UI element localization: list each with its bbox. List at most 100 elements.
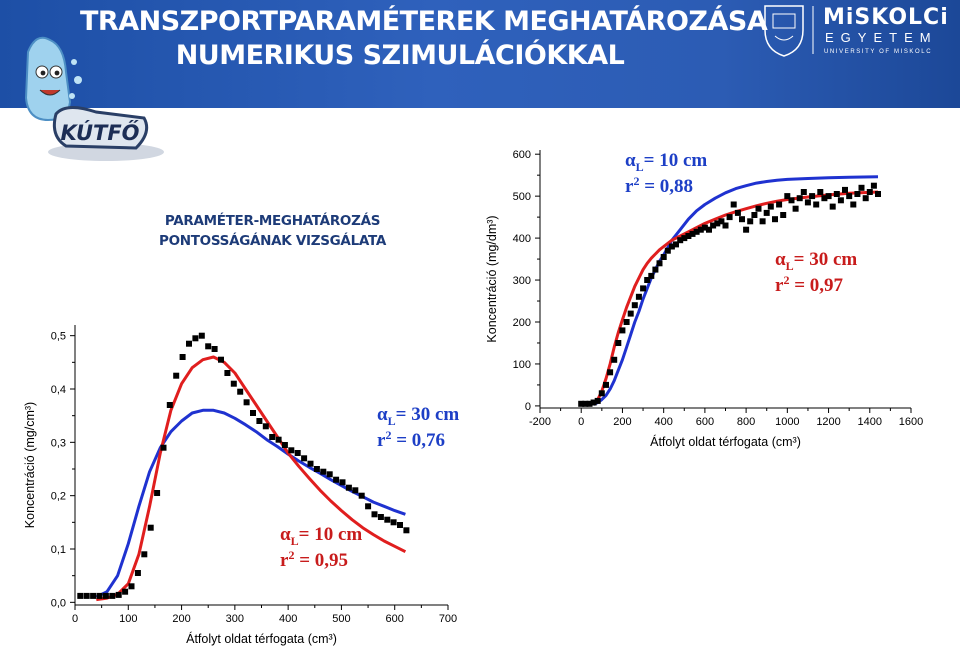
x-axis-label: Átfolyt oldat térfogata (cm³) <box>186 631 337 646</box>
university-logo: MiSKOLCi EGYETEM UNIVERSITY OF MISKOLC <box>764 5 948 57</box>
measured-point <box>652 266 659 273</box>
x-tick-label: 1200 <box>816 416 840 428</box>
measured-point <box>772 216 778 223</box>
measured-point <box>77 592 84 599</box>
x-tick-label: 800 <box>737 416 755 428</box>
measured-point <box>582 400 589 407</box>
measured-point <box>693 228 700 235</box>
kutfo-mascot-logo: KÚTFŐ <box>24 36 164 161</box>
measured-point <box>780 212 787 218</box>
measured-point <box>403 527 410 534</box>
x-tick-label: 400 <box>654 416 672 428</box>
x-tick-label: 100 <box>119 613 137 625</box>
measured-point <box>365 503 372 510</box>
y-axis-label: Koncentráció (mg/cm³) <box>23 402 37 528</box>
measured-point <box>619 327 626 334</box>
measured-point <box>846 193 853 200</box>
measured-point <box>339 479 346 486</box>
measured-point <box>326 471 333 478</box>
measured-point <box>250 410 256 416</box>
measured-point <box>743 226 750 233</box>
measured-point <box>759 218 766 225</box>
page-title-line1: TRANSZPORTPARAMÉTEREK MEGHATÁROZÁSA <box>80 6 768 37</box>
measured-point <box>623 319 630 325</box>
measured-point <box>179 354 186 360</box>
measured-point <box>776 201 783 208</box>
x-tick-label: 600 <box>696 416 714 428</box>
measured-point <box>397 522 403 528</box>
annotation-r2: r2 = 0,76 <box>377 428 445 451</box>
y-tick-label: 0,2 <box>51 491 66 503</box>
x-tick-label: -200 <box>529 416 551 428</box>
measured-point <box>689 230 696 237</box>
measured-point <box>313 466 320 472</box>
measured-point <box>281 442 288 448</box>
measured-point <box>875 191 881 197</box>
logo-word2: EGYETEM <box>825 30 938 45</box>
measured-point <box>804 199 811 206</box>
measured-point <box>635 293 642 300</box>
y-tick-label: 0 <box>525 401 531 413</box>
y-tick-label: 200 <box>513 317 531 329</box>
measured-point <box>664 247 671 254</box>
annotation-alpha-value: = 10 cm <box>299 524 363 545</box>
measured-point <box>854 191 861 197</box>
measured-point <box>842 186 848 193</box>
measured-point <box>833 191 840 197</box>
measured-point <box>275 436 282 443</box>
measured-point <box>829 203 836 210</box>
measured-point <box>697 226 704 233</box>
measured-point <box>747 218 754 225</box>
measured-point <box>384 516 391 523</box>
measured-point <box>673 241 679 248</box>
annotation-r2-value: = 0,88 <box>639 176 693 197</box>
annotation-r2-value: = 0,97 <box>789 275 843 296</box>
measured-point <box>154 490 161 496</box>
measured-point <box>755 205 762 212</box>
annotation-sup: 2 <box>288 548 294 562</box>
x-tick-label: 600 <box>386 613 404 625</box>
measured-point <box>668 243 675 250</box>
measured-point <box>734 209 741 216</box>
y-tick-label: 500 <box>513 191 531 203</box>
annotation-alpha-value: = 10 cm <box>644 150 708 171</box>
measured-point <box>122 588 129 595</box>
annotation-sup: 2 <box>633 174 639 188</box>
annotation-alpha-value: = 30 cm <box>794 249 858 270</box>
measured-point <box>352 487 359 494</box>
fit-curve-red <box>96 355 407 602</box>
measured-point <box>784 193 791 200</box>
logo-tagline: UNIVERSITY OF MISKOLC <box>824 49 932 55</box>
measured-point <box>681 235 688 242</box>
y-tick-label: 300 <box>513 275 531 287</box>
measured-point <box>677 237 684 244</box>
measured-point <box>83 592 90 599</box>
x-tick-label: 400 <box>279 613 297 625</box>
measured-point <box>147 524 154 531</box>
x-tick-label: 200 <box>172 613 190 625</box>
annotation-alpha: αL= 10 cm <box>625 150 707 174</box>
measured-point <box>792 205 799 212</box>
section-title-line2: PONTOSSÁGÁNAK VIZSGÁLATA <box>158 233 386 249</box>
measured-point <box>128 583 135 590</box>
measured-point <box>269 434 276 440</box>
measured-point <box>192 335 199 342</box>
measured-point <box>726 214 733 221</box>
measured-point <box>237 388 244 395</box>
measured-point <box>256 418 263 424</box>
measured-point <box>594 397 601 404</box>
annotation-sup: 2 <box>385 428 391 442</box>
measured-point <box>706 226 712 233</box>
measured-point <box>371 511 378 518</box>
measured-point <box>377 514 384 520</box>
measured-point <box>631 302 638 309</box>
annotation-r2: r2 = 0,88 <box>625 174 693 197</box>
y-tick-label: 0,1 <box>51 544 66 556</box>
measured-point <box>109 592 116 599</box>
x-tick-label: 1400 <box>858 416 882 428</box>
measured-point <box>603 381 609 388</box>
fit-curve-blue <box>95 408 406 599</box>
measured-point <box>166 402 173 408</box>
annotation-sub: L <box>636 160 644 174</box>
annotation-alpha-value: = 30 cm <box>396 404 460 425</box>
